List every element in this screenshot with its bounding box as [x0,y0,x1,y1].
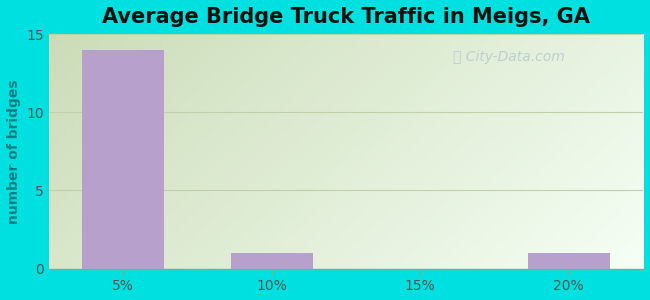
Bar [528,253,610,268]
Bar [231,253,313,268]
Y-axis label: number of bridges: number of bridges [7,79,21,224]
Text: ⓘ City-Data.com: ⓘ City-Data.com [453,50,565,64]
Bar [83,50,164,268]
Title: Average Bridge Truck Traffic in Meigs, GA: Average Bridge Truck Traffic in Meigs, G… [102,7,590,27]
